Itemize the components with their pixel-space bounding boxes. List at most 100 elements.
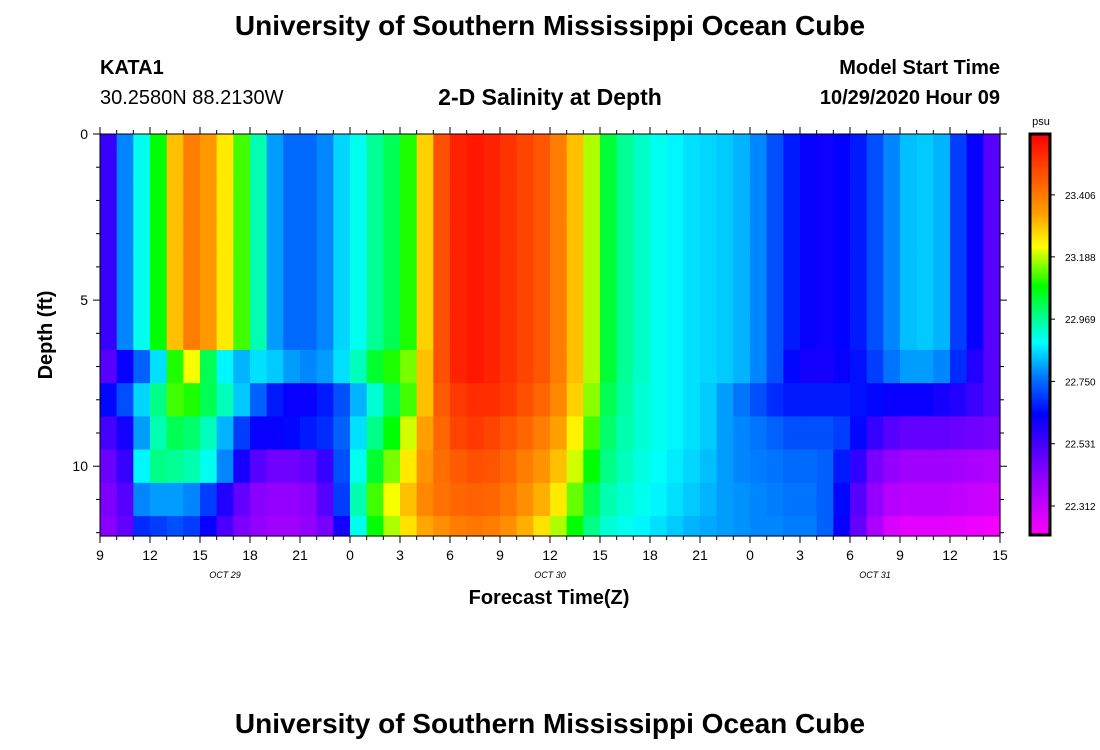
heatmap-cell: [783, 449, 801, 484]
model-start-value: 10/29/2020 Hour 09: [819, 87, 1000, 109]
heatmap-cell: [500, 283, 518, 318]
heatmap-cell: [583, 316, 601, 351]
heatmap-cell: [816, 316, 834, 351]
heatmap-cell: [800, 349, 818, 384]
heatmap-cell: [583, 383, 601, 417]
heatmap-cell: [750, 416, 768, 451]
heatmap-cell: [616, 217, 634, 251]
heatmap-cell: [400, 217, 418, 251]
heatmap-cell: [383, 283, 401, 318]
heatmap-cell: [433, 217, 451, 251]
heatmap-cell: [100, 250, 118, 285]
heatmap-cell: [516, 349, 534, 384]
heatmap-cell: [800, 250, 818, 285]
heatmap-cell: [933, 134, 951, 152]
heatmap-cell: [483, 449, 501, 484]
heatmap-cell: [266, 316, 284, 351]
heatmap-cell: [883, 134, 901, 152]
heatmap-cell: [383, 183, 401, 218]
page-title: University of Southern Mississippi Ocean…: [234, 10, 866, 41]
heatmap-cell: [183, 183, 201, 218]
heatmap-cell: [883, 217, 901, 251]
heatmap-cell: [450, 416, 468, 451]
heatmap-cell: [833, 349, 851, 384]
heatmap-cell: [616, 134, 634, 152]
heatmap-cell: [166, 217, 184, 251]
heatmap-cell: [250, 217, 268, 251]
heatmap-cell: [500, 383, 518, 417]
heatmap-cell: [200, 383, 218, 417]
heatmap-cell: [416, 516, 434, 537]
heatmap-cell: [400, 383, 418, 417]
heatmap-cell: [966, 349, 984, 384]
heatmap-cell: [766, 183, 784, 218]
heatmap-cell: [566, 134, 584, 152]
heatmap-cell: [183, 449, 201, 484]
heatmap-cell: [616, 349, 634, 384]
heatmap-cell: [550, 150, 568, 185]
heatmap-cell: [333, 250, 351, 285]
heatmap-cell: [466, 383, 484, 417]
heatmap-cell: [216, 150, 234, 185]
x-tick-label: 0: [746, 547, 754, 563]
heatmap-cell: [300, 416, 318, 451]
heatmap-cell: [700, 416, 718, 451]
x-tick-label: 12: [142, 547, 158, 563]
heatmap-cell: [350, 217, 368, 251]
heatmap-cell: [183, 217, 201, 251]
heatmap-cell: [400, 134, 418, 152]
heatmap-cell: [283, 217, 301, 251]
heatmap-cell: [783, 150, 801, 185]
heatmap-cell: [633, 316, 651, 351]
heatmap-cell: [300, 283, 318, 318]
heatmap-cell: [483, 482, 501, 517]
heatmap-cell: [216, 217, 234, 251]
heatmap-cell: [850, 283, 868, 318]
station-id: KATA1: [100, 57, 164, 79]
page-footer-title: University of Southern Mississippi Ocean…: [234, 708, 866, 739]
heatmap-cell: [850, 482, 868, 517]
heatmap-cell: [600, 349, 618, 384]
heatmap-cell: [283, 449, 301, 484]
date-labels: OCT 29 OCT 30 OCT 31: [209, 570, 891, 580]
heatmap-cell: [666, 183, 684, 218]
heatmap-cell: [700, 183, 718, 218]
heatmap-cell: [283, 283, 301, 318]
heatmap-cell: [166, 150, 184, 185]
heatmap-cell: [483, 150, 501, 185]
heatmap-cell: [683, 416, 701, 451]
heatmap-cell: [300, 383, 318, 417]
heatmap-cell: [966, 217, 984, 251]
heatmap-cell: [316, 134, 334, 152]
heatmap-cell: [533, 383, 551, 417]
heatmap-cell: [783, 250, 801, 285]
heatmap-cell: [250, 516, 268, 537]
heatmap-cell: [583, 449, 601, 484]
heatmap-cell: [250, 183, 268, 218]
heatmap-cell: [416, 383, 434, 417]
colorbar-tick-label: 22.312: [1065, 502, 1096, 513]
heatmap-cell: [350, 316, 368, 351]
heatmap-cell: [916, 150, 934, 185]
heatmap-cell: [433, 516, 451, 537]
heatmap-cell: [933, 383, 951, 417]
heatmap-cell: [383, 349, 401, 384]
heatmap-cell: [350, 416, 368, 451]
heatmap-cell: [283, 516, 301, 537]
heatmap-cell: [216, 416, 234, 451]
heatmap-cell: [100, 482, 118, 517]
heatmap-cell: [800, 416, 818, 451]
heatmap-cell: [433, 250, 451, 285]
heatmap-cell: [900, 349, 918, 384]
heatmap-cell: [733, 316, 751, 351]
heatmap-cell: [500, 416, 518, 451]
heatmap-cell: [250, 482, 268, 517]
heatmap-cell: [150, 217, 168, 251]
heatmap-cell: [833, 516, 851, 537]
heatmap-cell: [183, 134, 201, 152]
heatmap-cell: [866, 482, 884, 517]
heatmap-cell: [116, 183, 134, 218]
heatmap-cell: [466, 217, 484, 251]
heatmap-cell: [366, 134, 384, 152]
x-tick-label: 21: [292, 547, 308, 563]
